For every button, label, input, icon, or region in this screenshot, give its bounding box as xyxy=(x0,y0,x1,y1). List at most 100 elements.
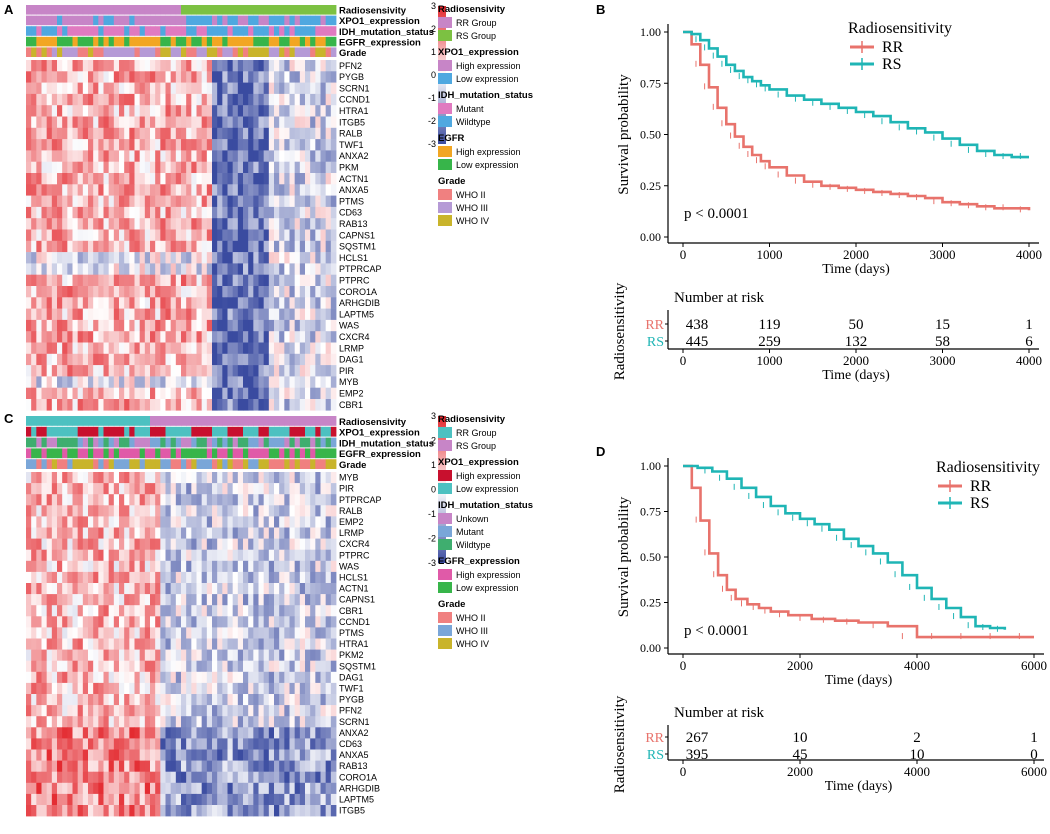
annotation-cell xyxy=(175,36,182,47)
annotation-cell xyxy=(139,426,146,437)
heatmap-cell xyxy=(155,60,161,72)
heatmap-cell xyxy=(26,173,32,185)
heatmap-cell xyxy=(62,139,68,151)
heatmap-cell xyxy=(186,365,192,377)
heatmap-cell xyxy=(305,252,311,264)
heatmap-cell xyxy=(206,184,213,196)
heatmap-cell xyxy=(36,605,42,617)
heatmap-cell xyxy=(93,286,99,298)
heatmap-cell xyxy=(217,263,223,275)
heatmap-cell xyxy=(82,671,89,684)
heatmap-cell xyxy=(51,263,58,275)
heatmap-cell xyxy=(98,594,104,606)
annotation-cell xyxy=(150,437,156,448)
heatmap-cell xyxy=(258,682,265,695)
heatmap-cell xyxy=(232,82,239,95)
heatmap-cell xyxy=(279,308,285,321)
heatmap-cell xyxy=(170,605,177,617)
heatmap-cell xyxy=(248,308,254,321)
heatmap-cell xyxy=(150,583,156,595)
heatmap-cell xyxy=(98,71,104,83)
heatmap-cell xyxy=(108,727,115,739)
heatmap-cell xyxy=(160,308,166,321)
heatmap-cell xyxy=(181,139,187,151)
annotation-cell xyxy=(139,47,146,57)
heatmap-cell xyxy=(103,82,110,95)
heatmap-cell xyxy=(217,660,223,673)
heatmap-cell xyxy=(170,594,177,606)
heatmap-cell xyxy=(186,206,192,219)
heatmap-cell xyxy=(274,353,280,366)
heatmap-cell xyxy=(62,319,68,332)
legend-item-label: Mutant xyxy=(456,104,484,114)
heatmap-cell xyxy=(165,805,172,817)
heatmap-cell xyxy=(93,127,99,140)
heatmap-cell xyxy=(294,749,301,761)
heatmap-cell xyxy=(124,638,130,650)
heatmap-cell xyxy=(57,727,63,739)
heatmap-cell xyxy=(165,494,172,506)
heatmap-cell xyxy=(67,594,73,606)
heatmap-cell xyxy=(289,727,296,739)
heatmap-cell xyxy=(315,527,321,539)
annotation-cell xyxy=(155,448,161,459)
heatmap-cell xyxy=(62,749,68,761)
heatmap-cell xyxy=(227,342,234,355)
heatmap-cell xyxy=(36,594,42,606)
heatmap-cell xyxy=(315,793,321,806)
heatmap-cell xyxy=(77,387,84,400)
heatmap-cell xyxy=(201,60,208,72)
heatmap-cell xyxy=(82,782,89,795)
heatmap-cell xyxy=(315,229,321,242)
heatmap-cell xyxy=(258,793,265,806)
heatmap-cell xyxy=(196,771,203,784)
heatmap-cell xyxy=(124,252,130,264)
heatmap-cell xyxy=(268,150,275,162)
heatmap-cell xyxy=(222,342,228,355)
heatmap-cell xyxy=(144,139,151,151)
heatmap-cell xyxy=(46,263,53,275)
heatmap-cell xyxy=(186,760,192,772)
heatmap-cell xyxy=(217,365,223,377)
heatmap-cell xyxy=(212,173,218,185)
annotation-cell xyxy=(82,426,89,437)
heatmap-cell xyxy=(82,161,89,174)
heatmap-cell xyxy=(170,793,177,806)
heatmap-cell xyxy=(160,161,166,174)
panel-c-heatmap xyxy=(26,472,337,817)
heatmap-cell xyxy=(108,583,115,595)
heatmap-cell xyxy=(26,184,32,196)
annotation-cell xyxy=(119,416,125,426)
heatmap-cell xyxy=(253,782,259,795)
annotation-cell xyxy=(82,416,89,426)
heatmap-cell xyxy=(62,161,68,174)
heatmap-cell xyxy=(325,527,332,539)
heatmap-cell xyxy=(113,494,120,506)
heatmap-cell xyxy=(108,127,115,140)
heatmap-cell xyxy=(196,353,203,366)
heatmap-cell xyxy=(263,297,270,309)
heatmap-cell xyxy=(82,649,89,661)
heatmap-cell xyxy=(41,206,48,219)
heatmap-cell xyxy=(294,365,301,377)
annotation-cell xyxy=(258,448,265,459)
heatmap-cell xyxy=(294,538,301,550)
heatmap-cell xyxy=(36,627,42,639)
heatmap-cell xyxy=(93,387,99,400)
heatmap-cell xyxy=(248,252,254,264)
heatmap-cell xyxy=(113,594,120,606)
heatmap-cell xyxy=(51,560,58,573)
heatmap-cell xyxy=(129,594,135,606)
heatmap-cell xyxy=(227,319,234,332)
heatmap-cell xyxy=(165,365,172,377)
annotation-cell xyxy=(191,459,197,469)
legend-swatch xyxy=(438,159,452,170)
heatmap-cell xyxy=(165,505,172,517)
heatmap-cell xyxy=(129,195,135,208)
annotation-cell xyxy=(67,5,73,15)
heatmap-cell xyxy=(258,538,265,550)
heatmap-cell xyxy=(279,605,285,617)
heatmap-cell xyxy=(26,549,32,562)
heatmap-cell xyxy=(299,760,306,772)
heatmap-cell xyxy=(113,376,120,388)
